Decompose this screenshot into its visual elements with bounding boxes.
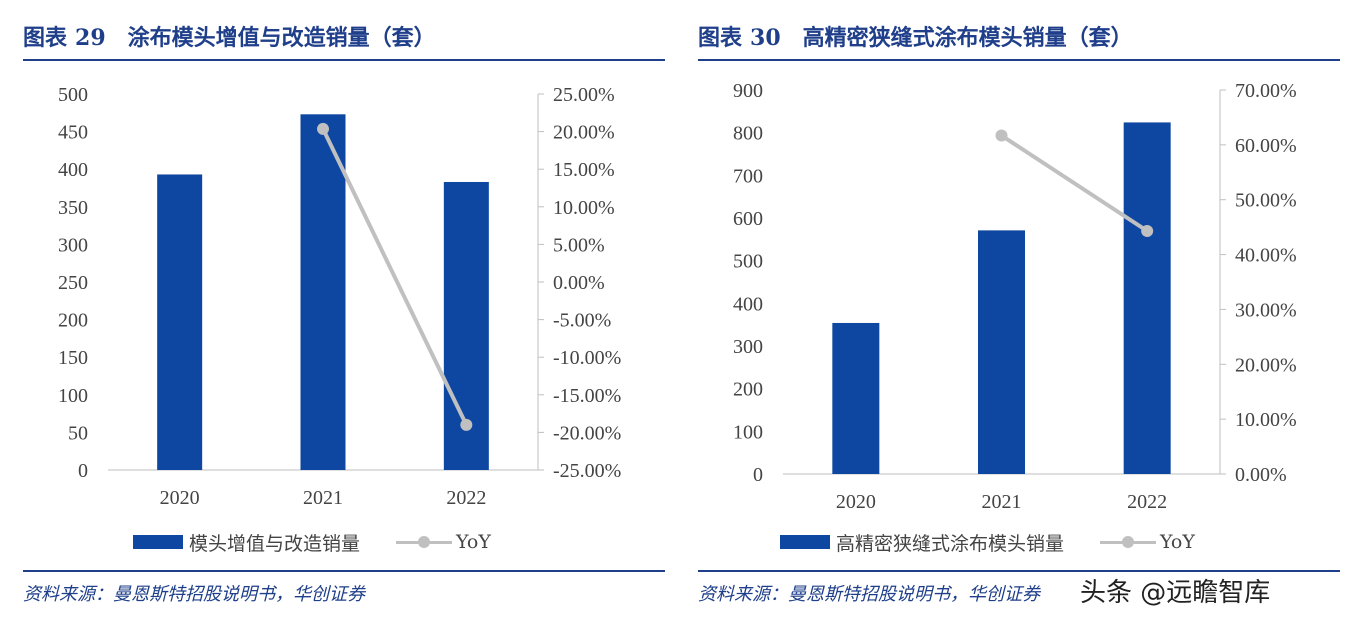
y-right-tick-label: -25.00% (553, 460, 621, 482)
chart-title: 图表 30 高精密狭缝式涂布模头销量（套） (698, 20, 1133, 56)
legend-bar-label: 模头增值与改造销量 (189, 532, 361, 555)
bar (1123, 122, 1171, 474)
top-rule (23, 59, 665, 61)
y-right-tick-label: 50.00% (1235, 190, 1297, 212)
y-right-tick-label: 20.00% (553, 122, 615, 144)
y-left-tick-label: 0 (78, 460, 88, 482)
chart-plot-29: 0 50 100 150 200 250 300 350 400 450 500 -25.00% -20… (58, 84, 621, 509)
yoy-point (995, 129, 1008, 142)
bar (978, 230, 1025, 474)
y-left-tick-label: 50 (68, 422, 88, 444)
y-right-tick-label: -5.00% (553, 310, 611, 332)
y-left-tick-label: 200 (58, 310, 88, 332)
y-right-tick-label: 30.00% (1235, 299, 1297, 321)
legend-line-label: YoY (456, 531, 491, 553)
x-tick-label: 2022 (1127, 491, 1167, 513)
y-left-tick-label: 300 (733, 336, 763, 358)
yoy-point (460, 418, 473, 431)
legend-bar-swatch (780, 535, 830, 549)
figure-title: 涂布模头增值与改造销量（套） (127, 25, 436, 51)
legend-line-swatch (396, 535, 453, 549)
x-tick-label: 2020 (160, 487, 200, 509)
y-right-tick-label: 40.00% (1235, 245, 1297, 267)
y-left-tick-label: 500 (58, 84, 88, 106)
x-tick-label: 2022 (446, 487, 486, 509)
y-left-tick-label: 100 (733, 421, 763, 443)
y-left-tick-label: 0 (753, 464, 763, 486)
y-left-tick-label: 400 (58, 159, 88, 181)
y-left-tick-label: 200 (733, 379, 763, 401)
y-right-tick-label: 25.00% (553, 84, 615, 106)
yoy-point (317, 122, 329, 135)
y-left-tick-label: 800 (733, 123, 763, 145)
chart-panel-29: 图表 29 涂布模头增值与改造销量（套） 0 50 100 150 200 250 300 350… (23, 0, 665, 625)
x-tick-label: 2021 (303, 487, 343, 509)
y-left-tick-label: 100 (58, 385, 88, 407)
yoy-point (1141, 224, 1154, 237)
legend-line-swatch (1100, 535, 1157, 549)
y-left-tick-label: 450 (58, 122, 88, 144)
bar (157, 174, 203, 471)
figure-number: 29 (75, 25, 106, 51)
y-right-tick-label: 0.00% (1235, 464, 1287, 486)
top-rule (698, 59, 1340, 61)
y-right-tick-label: -10.00% (553, 347, 621, 369)
y-right-tick-label: -15.00% (553, 385, 621, 407)
y-left-tick-label: 300 (58, 234, 88, 256)
bottom-rule (23, 570, 665, 572)
y-right-tick-label: -20.00% (553, 422, 621, 444)
y-left-tick-label: 900 (733, 80, 763, 102)
y-right-tick-label: 10.00% (1235, 409, 1297, 431)
yoy-line (1000, 133, 1149, 233)
y-left-tick-label: 350 (58, 197, 88, 219)
bar (300, 114, 346, 470)
chart-title: 图表 29 涂布模头增值与改造销量（套） (23, 20, 436, 56)
figure-label: 图表 (698, 25, 743, 51)
legend-bar-label: 高精密狭缝式涂布模头销量 (836, 532, 1065, 555)
legend-line-label: YoY (1160, 531, 1195, 553)
y-right-tick-label: 70.00% (1235, 80, 1297, 102)
chart-legend: 模头增值与改造销量 YoY (133, 527, 491, 557)
chart-plot-30: 0 100 200 300 400 500 600 700 800 900 0.00% 10.00% 2… (733, 80, 1297, 513)
legend-bar-swatch (133, 535, 183, 549)
figure-number: 30 (750, 25, 781, 51)
watermark-text: 头条 @远瞻智库 (1080, 578, 1271, 608)
x-tick-label: 2021 (982, 491, 1022, 513)
y-right-tick-label: 20.00% (1235, 354, 1297, 376)
figure-title: 高精密狭缝式涂布模头销量（套） (802, 25, 1133, 51)
y-left-tick-label: 150 (58, 347, 88, 369)
x-tick-label: 2020 (836, 491, 876, 513)
y-left-tick-label: 700 (733, 165, 763, 187)
chart-legend: 高精密狭缝式涂布模头销量 YoY (780, 527, 1195, 557)
y-left-tick-label: 500 (733, 251, 763, 273)
yoy-line (321, 128, 469, 426)
y-right-tick-label: 0.00% (553, 272, 605, 294)
y-right-tick-label: 15.00% (553, 159, 615, 181)
figure-label: 图表 (23, 25, 68, 51)
bottom-rule (698, 570, 1340, 572)
source-note: 资料来源：曼恩斯特招股说明书，华创证券 (23, 584, 365, 605)
y-left-tick-label: 600 (733, 208, 763, 230)
y-left-tick-label: 400 (733, 293, 763, 315)
chart-panel-30: 图表 30 高精密狭缝式涂布模头销量（套） 0 100 200 300 400 500 600 7… (698, 0, 1340, 625)
y-right-tick-label: 10.00% (553, 197, 615, 219)
y-left-tick-label: 250 (58, 272, 88, 294)
source-note: 资料来源：曼恩斯特招股说明书，华创证券 (698, 584, 1040, 605)
bar (832, 322, 880, 474)
y-right-tick-label: 5.00% (553, 234, 605, 256)
y-right-tick-label: 60.00% (1235, 135, 1297, 157)
